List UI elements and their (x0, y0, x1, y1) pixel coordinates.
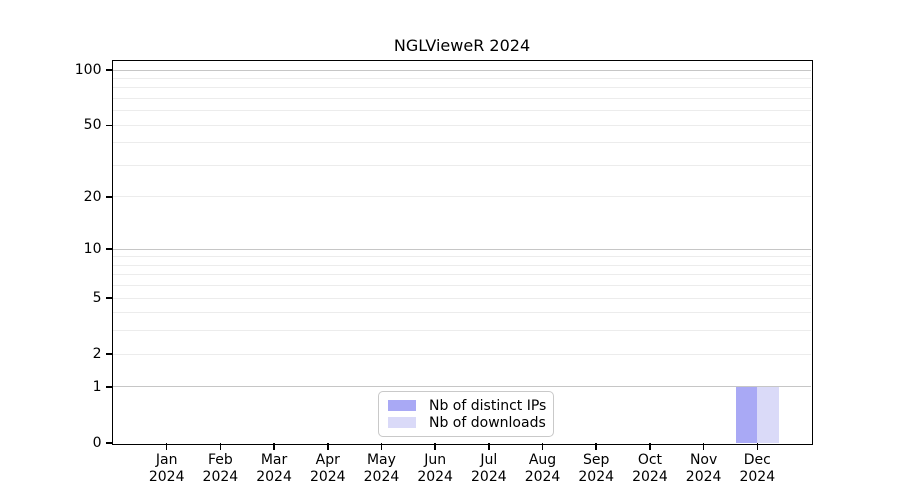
x-tick-label: Jul 2024 (461, 452, 517, 486)
gridline-minor (113, 87, 811, 89)
y-tick (105, 386, 113, 388)
gridline-major (113, 386, 811, 388)
x-tick (380, 443, 383, 450)
y-tick-label: 100 (74, 62, 102, 79)
x-tick-label: Sep 2024 (568, 452, 624, 486)
x-tick-year: 2024 (148, 469, 185, 485)
x-tick-month: May (366, 452, 396, 468)
gridline-minor (113, 274, 811, 276)
legend-swatch (388, 400, 416, 411)
chart-title: NGLVieweR 2024 (393, 36, 531, 55)
gridline-major (113, 248, 811, 250)
y-tick (105, 248, 113, 250)
legend-row: Nb of distinct IPs (388, 397, 547, 414)
gridline-minor (113, 264, 811, 266)
x-tick (165, 443, 168, 450)
bar-nb-of-downloads (757, 386, 779, 443)
x-tick-label: Nov 2024 (676, 452, 732, 486)
legend-label: Nb of distinct IPs (429, 397, 547, 414)
x-tick-year: 2024 (417, 469, 453, 485)
x-tick (756, 443, 759, 450)
gridline-minor (113, 98, 811, 100)
y-tick-label: 0 (92, 435, 102, 451)
x-tick-month: Jun (424, 452, 447, 468)
y-tick-label: 20 (83, 188, 102, 205)
x-tick-label: May 2024 (353, 452, 409, 486)
x-tick-year: 2024 (578, 469, 615, 485)
gridline-minor (113, 110, 811, 112)
legend-label: Nb of downloads (429, 414, 546, 431)
legend-row: Nb of downloads (388, 414, 546, 431)
x-tick-label: Jan 2024 (139, 452, 195, 486)
x-tick (434, 443, 436, 450)
x-tick-label: Aug 2024 (515, 452, 571, 486)
bar-nb-of-distinct-ips (735, 386, 758, 443)
gridline-major (113, 69, 811, 71)
x-tick-year: 2024 (739, 469, 776, 485)
x-tick (273, 443, 275, 450)
x-tick-year: 2024 (471, 469, 507, 485)
x-tick-year: 2024 (524, 469, 561, 485)
x-tick-month: Apr (315, 452, 340, 468)
gridline-minor (113, 330, 811, 332)
gridline-minor (113, 196, 811, 198)
gridline-minor (113, 285, 811, 287)
x-tick-label: Oct 2024 (622, 452, 678, 486)
gridline-minor (113, 312, 811, 314)
y-tick-label: 5 (92, 290, 102, 307)
x-tick-label: Dec 2024 (729, 452, 785, 486)
x-tick-year: 2024 (632, 469, 668, 485)
y-tick (105, 297, 113, 299)
x-tick-label: Mar 2024 (246, 452, 302, 486)
gridline-minor (113, 124, 811, 126)
x-tick (649, 443, 651, 450)
x-tick-month: Jul (480, 452, 498, 468)
x-tick-year: 2024 (685, 469, 722, 485)
x-tick-year: 2024 (363, 469, 400, 485)
x-tick-month: Aug (528, 452, 557, 468)
x-tick-year: 2024 (256, 469, 292, 485)
gridline-minor (113, 165, 811, 166)
y-tick (105, 196, 113, 198)
gridline-minor (113, 297, 811, 299)
x-tick (488, 443, 490, 450)
gridline-minor (113, 353, 811, 355)
x-tick (541, 443, 544, 450)
gridline-minor (113, 142, 811, 144)
x-tick-month: Jan (155, 452, 178, 468)
y-tick (105, 124, 113, 127)
x-tick-month: Oct (637, 452, 663, 468)
x-tick (595, 443, 597, 450)
y-tick (105, 442, 113, 444)
x-tick (219, 443, 222, 450)
gridline-minor (113, 256, 811, 258)
y-tick-label: 2 (92, 346, 102, 363)
y-tick (105, 69, 113, 71)
legend-swatch (388, 417, 416, 428)
x-tick (702, 443, 705, 450)
x-tick-month: Sep (583, 452, 610, 468)
x-tick-label: Jun 2024 (407, 452, 463, 486)
x-tick-month: Dec (743, 452, 771, 468)
x-tick-label: Apr 2024 (300, 452, 356, 486)
x-tick-year: 2024 (309, 469, 346, 485)
gridline-minor (113, 77, 811, 79)
x-tick-label: Feb 2024 (192, 452, 248, 486)
y-tick-label: 50 (83, 117, 102, 134)
x-tick-month: Feb (207, 452, 233, 468)
x-tick-month: Nov (689, 452, 718, 468)
y-tick-label: 10 (83, 241, 102, 258)
y-tick (105, 353, 113, 355)
y-tick-label: 1 (92, 378, 102, 395)
legend: Nb of distinct IPs Nb of downloads (378, 391, 554, 437)
x-tick-month: Mar (260, 452, 288, 468)
x-tick-year: 2024 (202, 469, 239, 485)
x-tick (327, 443, 329, 450)
